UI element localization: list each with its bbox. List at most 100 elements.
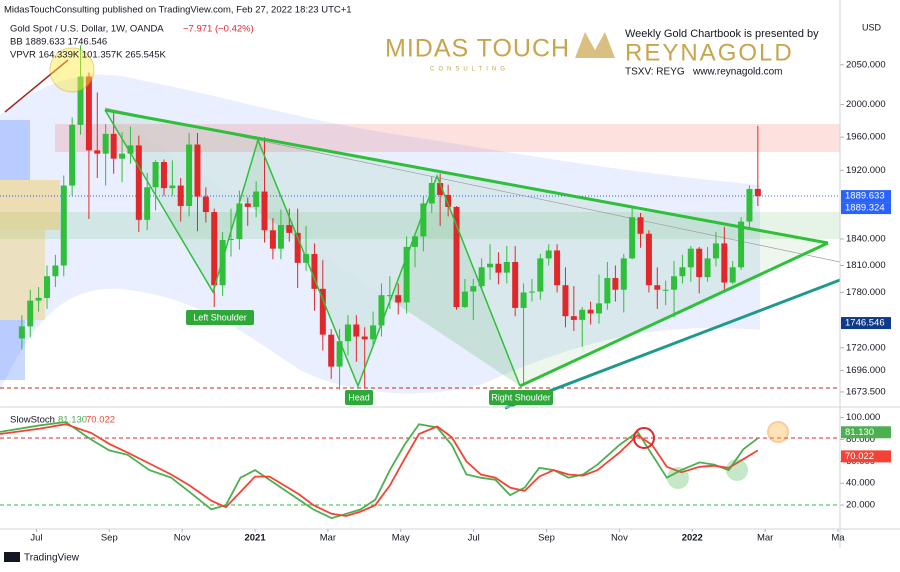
- indicator-value: 70.022: [86, 415, 115, 426]
- y-tick-label: 1810.000: [846, 260, 886, 271]
- candle-body: [679, 267, 686, 277]
- triangle-fill: [105, 110, 828, 386]
- highlight: [726, 459, 748, 481]
- candle-body: [520, 292, 527, 308]
- x-tick-label: May: [392, 533, 410, 544]
- candle-body: [27, 300, 34, 327]
- price-label: 1889.324: [845, 203, 885, 214]
- price-label-box: [841, 190, 891, 203]
- candle-body: [319, 288, 326, 335]
- candle-body: [395, 295, 402, 303]
- candle-body: [696, 248, 703, 278]
- candle-body: [110, 133, 117, 159]
- x-tick-label: Nov: [174, 533, 191, 544]
- indicator-value: 81.130: [58, 415, 87, 426]
- candle-body: [85, 76, 92, 151]
- candle-body: [503, 261, 510, 273]
- candle-body: [294, 232, 301, 263]
- candle-body: [253, 191, 260, 207]
- candle-body: [595, 303, 602, 314]
- candle-body: [662, 289, 669, 291]
- candle-body: [370, 325, 377, 340]
- candle-body: [612, 278, 619, 290]
- trend-line: [4, 59, 69, 113]
- candle-body: [420, 203, 427, 237]
- pattern: Left Shoulder Head Right Shoulder: [49, 47, 841, 410]
- channel-line: [504, 278, 841, 410]
- price-label-box: [841, 202, 891, 215]
- price-label: 1746.546: [845, 318, 885, 329]
- candles: [18, 45, 761, 390]
- candle-body: [437, 183, 444, 195]
- decor: [0, 59, 841, 394]
- annotation: Left Shoulder: [193, 312, 247, 322]
- y-tick-label: 1720.000: [846, 342, 886, 353]
- symbol: Gold Spot / U.S. Dollar, 1W, OANDA: [10, 24, 164, 35]
- x-tick-label: 2021: [244, 533, 266, 544]
- candle-body: [135, 145, 142, 220]
- candle-body: [160, 162, 167, 189]
- candle-body: [487, 263, 494, 268]
- indicator: VPVR 164.339K 101.357K 265.545K: [10, 50, 166, 61]
- y-tick-label: 100.000: [846, 412, 880, 423]
- sponsor: REYNAGOLD: [625, 39, 794, 66]
- candle-body: [35, 297, 42, 301]
- candle-body: [328, 334, 335, 367]
- candle-body: [286, 225, 293, 233]
- brand: MIDAS TOUCH: [385, 35, 570, 63]
- y-tick-label: 2050.000: [846, 59, 886, 70]
- value-label: 81.130: [845, 427, 874, 438]
- candle-body: [604, 278, 611, 304]
- candle-body: [537, 258, 544, 292]
- candle-body: [512, 261, 519, 308]
- price-label: 1889.633: [845, 191, 885, 202]
- highlight: [767, 421, 789, 443]
- candle-body: [102, 133, 109, 154]
- y-tick-label: 1920.000: [846, 165, 886, 176]
- candle-body: [587, 309, 594, 314]
- change: −7.971 (−0.42%): [183, 24, 254, 35]
- footer: TradingView: [24, 553, 80, 564]
- candle-body: [152, 162, 159, 188]
- candle-body: [177, 185, 184, 207]
- highlight: [667, 467, 689, 489]
- candle-body: [77, 76, 84, 125]
- y-tick-label: 80.000: [846, 434, 875, 445]
- candle-body: [645, 233, 652, 286]
- annotation: Right Shoulder: [491, 392, 551, 402]
- y-tick-label: 40.000: [846, 478, 875, 489]
- x-tick-label: Sep: [101, 533, 118, 544]
- candle-body: [194, 144, 201, 197]
- price-label-box: [841, 317, 891, 330]
- x-tick-label: Mar: [320, 533, 336, 544]
- candle-body: [186, 144, 193, 207]
- candle-body: [687, 248, 694, 268]
- currency: USD: [862, 22, 882, 32]
- stoch-line: [0, 421, 759, 520]
- y-tick-label: 1840.000: [846, 234, 886, 245]
- candle-body: [336, 341, 343, 367]
- candle-body: [386, 295, 393, 297]
- highlight: [49, 47, 95, 93]
- candle-body: [169, 185, 176, 189]
- x-tick-label: Nov: [611, 533, 628, 544]
- candle-body: [211, 212, 218, 286]
- value-label: 70.022: [845, 451, 874, 462]
- candle-body: [554, 250, 561, 286]
- candle-body: [445, 194, 452, 207]
- candle-body: [94, 150, 101, 154]
- candle-body: [311, 253, 318, 289]
- candle-body: [202, 196, 209, 213]
- hs-zigzag: [104, 109, 521, 389]
- candle-body: [269, 230, 276, 249]
- x-tick-label: 2022: [682, 533, 703, 544]
- label-box: [345, 390, 373, 405]
- candle-body: [119, 153, 126, 159]
- candle-body: [478, 267, 485, 287]
- candle-body: [495, 263, 502, 273]
- label-box: [186, 310, 254, 325]
- x-tick-label: Jul: [468, 533, 480, 544]
- volume-profile: [0, 120, 60, 380]
- candle-body: [127, 145, 134, 154]
